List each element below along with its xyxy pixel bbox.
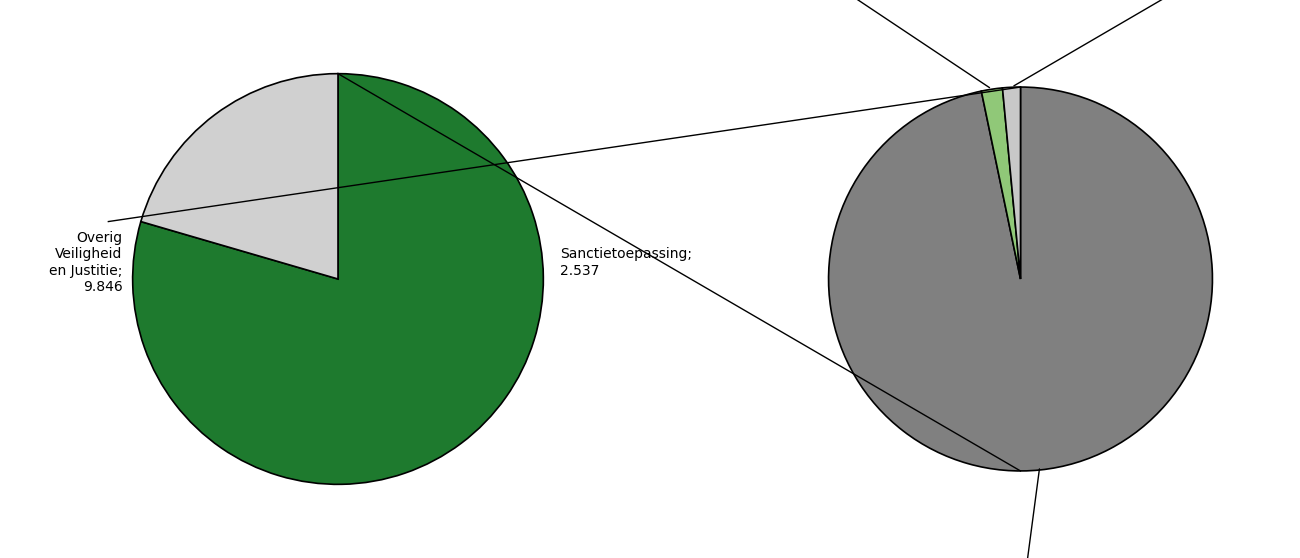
Wedge shape: [133, 74, 543, 484]
Wedge shape: [982, 88, 1020, 279]
Wedge shape: [828, 87, 1213, 471]
Wedge shape: [1002, 87, 1021, 279]
Text: Sanctietoepassing;
2.537: Sanctietoepassing; 2.537: [560, 247, 692, 278]
Text: Overig
Veiligheid
en Justitie;
9.846: Overig Veiligheid en Justitie; 9.846: [49, 231, 122, 294]
Text: Slachtofferzorg;
45: Slachtofferzorg; 45: [645, 0, 989, 88]
Wedge shape: [140, 74, 338, 279]
Text: Tenuitvoerlegging strafrechtelijke
sancties en vreemdelingenbewaring;
2.454: Tenuitvoerlegging strafrechtelijke sanct…: [894, 469, 1127, 558]
Text: Preventieve
maatregelen;
38: Preventieve maatregelen; 38: [1014, 0, 1300, 86]
